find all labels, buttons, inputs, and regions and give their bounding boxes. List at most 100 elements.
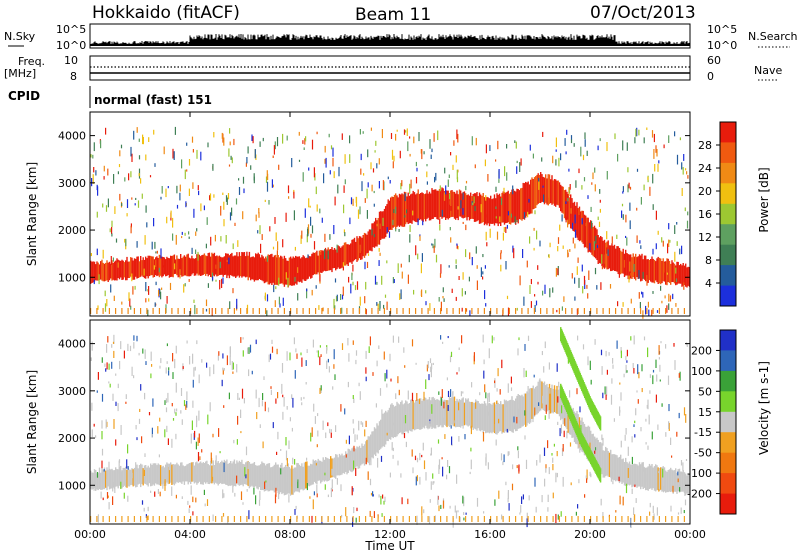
echo-point xyxy=(649,374,651,378)
echo-point xyxy=(655,394,657,403)
echo-point xyxy=(452,400,454,407)
echo-point xyxy=(642,292,644,298)
echo-column xyxy=(328,459,331,481)
echo-point xyxy=(226,355,228,366)
echo-point xyxy=(508,503,510,511)
echo-point xyxy=(536,230,538,240)
echo-column xyxy=(153,463,156,486)
echo-point xyxy=(311,225,314,234)
echo-point xyxy=(413,289,415,295)
echo-point xyxy=(205,243,207,249)
echo-point xyxy=(314,416,316,424)
echo-column xyxy=(103,467,106,490)
echo-point xyxy=(373,234,375,238)
echo-column xyxy=(437,190,439,220)
echo-column xyxy=(93,261,96,282)
echo-point xyxy=(348,353,350,362)
echo-point xyxy=(271,346,274,353)
echo-column xyxy=(386,204,388,234)
echo-point xyxy=(460,391,462,397)
echo-column xyxy=(357,238,359,261)
echo-point xyxy=(228,148,230,157)
echo-point xyxy=(591,182,593,185)
echo-column xyxy=(421,400,423,429)
echo-point xyxy=(221,278,223,288)
echo-point xyxy=(362,422,364,427)
echo-point xyxy=(668,404,670,412)
echo-column xyxy=(636,464,638,488)
echo-point xyxy=(210,452,212,462)
echo-point xyxy=(329,428,331,434)
echo-column xyxy=(553,385,556,413)
echo-column xyxy=(237,462,239,485)
echo-point xyxy=(503,227,505,232)
echo-point xyxy=(429,139,431,149)
echo-point xyxy=(167,392,169,403)
echo-column xyxy=(655,261,657,281)
echo-point xyxy=(606,171,608,180)
echo-point xyxy=(266,294,269,302)
echo-column xyxy=(660,258,662,285)
echo-point xyxy=(106,479,108,487)
echo-point xyxy=(620,347,622,354)
echo-column xyxy=(115,260,117,281)
echo-point xyxy=(526,512,528,519)
echo-point xyxy=(569,442,572,447)
echo-point xyxy=(516,166,518,174)
echo-column xyxy=(685,473,687,496)
echo-point xyxy=(680,460,683,466)
echo-point xyxy=(330,432,332,438)
echo-point xyxy=(344,408,346,415)
echo-column xyxy=(142,257,144,277)
echo-column xyxy=(541,174,543,202)
echo-point xyxy=(535,300,538,306)
echo-point xyxy=(686,220,689,229)
colorbar-tick-label: -100 xyxy=(687,467,712,480)
near-range-echo xyxy=(121,516,123,522)
echo-column xyxy=(615,248,617,272)
echo-column xyxy=(463,402,466,426)
echo-point xyxy=(404,215,406,218)
echo-point xyxy=(638,372,640,379)
echo-point xyxy=(576,414,578,421)
echo-point xyxy=(407,141,409,152)
echo-point xyxy=(476,280,478,290)
echo-column xyxy=(493,402,496,434)
echo-point xyxy=(149,175,152,178)
echo-column xyxy=(406,196,408,223)
echo-point xyxy=(375,140,377,146)
echo-point xyxy=(189,505,191,508)
echo-point xyxy=(432,362,434,365)
echo-point xyxy=(248,510,250,520)
echo-point xyxy=(434,176,436,183)
echo-point xyxy=(552,457,554,463)
echo-column xyxy=(362,446,364,464)
near-range-echo xyxy=(346,308,348,314)
echo-point xyxy=(127,495,129,502)
near-range-echo xyxy=(602,516,604,522)
echo-column xyxy=(597,235,599,264)
echo-column xyxy=(561,186,563,213)
y-tick-label: 2000 xyxy=(58,432,86,445)
echo-point xyxy=(456,474,458,484)
streak-echo xyxy=(582,435,584,450)
power-colorbar-label: Power [dB] xyxy=(757,167,771,232)
echo-point xyxy=(265,176,268,183)
echo-column xyxy=(246,461,248,485)
echo-point xyxy=(175,345,177,354)
echo-column xyxy=(622,248,624,274)
echo-point xyxy=(457,206,459,210)
echo-point xyxy=(190,433,192,444)
near-range-echo xyxy=(496,516,498,522)
near-range-echo xyxy=(671,308,673,314)
streak-echo xyxy=(585,441,587,456)
echo-point xyxy=(118,459,121,463)
echo-point xyxy=(296,472,298,482)
echo-point xyxy=(123,492,125,499)
echo-point xyxy=(102,249,104,259)
echo-point xyxy=(303,147,305,150)
near-range-echo xyxy=(90,516,92,522)
echo-column xyxy=(391,196,393,230)
echo-column xyxy=(611,243,613,271)
